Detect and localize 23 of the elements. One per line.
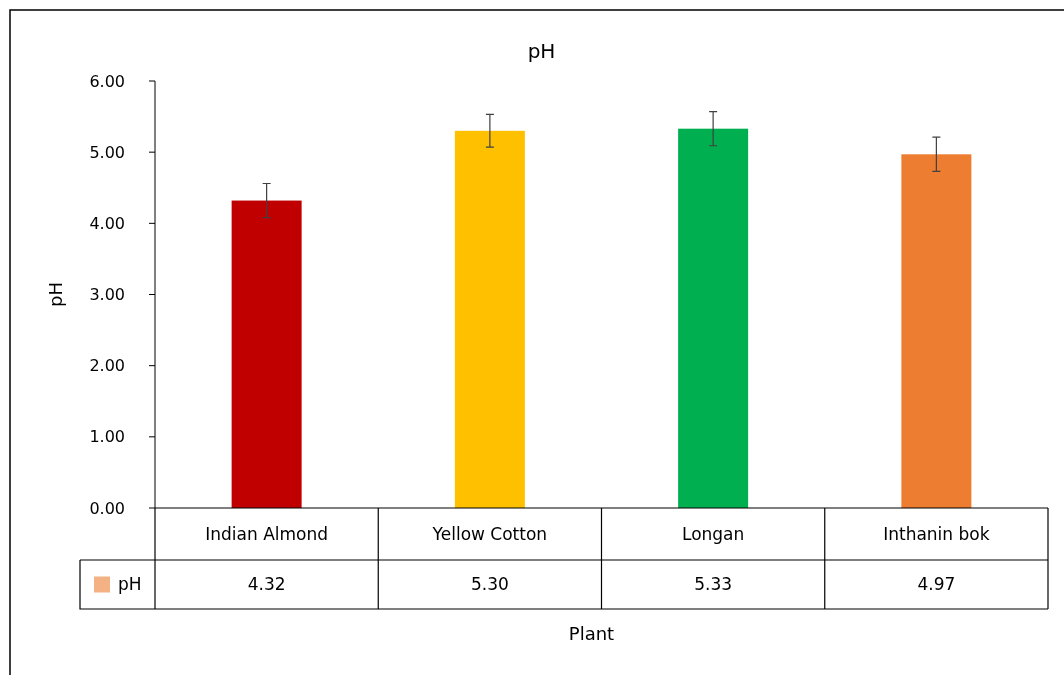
y-tick-label: 3.00 [89, 285, 125, 305]
bar [231, 200, 302, 508]
text: pH [118, 574, 142, 595]
bar [454, 130, 525, 508]
bar [678, 128, 749, 508]
bar [901, 154, 972, 508]
x-tick-label: Yellow Cotton [431, 523, 548, 544]
y-tick-label: 2.00 [89, 356, 125, 376]
x-tick-label: Indian Almond [205, 523, 329, 544]
x-axis-title: Plant [568, 623, 615, 644]
text: 5.33 [694, 574, 733, 595]
x-tick-label: Inthanin bok [883, 523, 990, 544]
y-tick-label: 4.00 [89, 213, 125, 233]
y-tick-label: 1.00 [89, 427, 125, 447]
y-axis-title: pH [45, 282, 66, 307]
x-tick-label: Longan [681, 523, 745, 544]
text: 5.30 [470, 574, 509, 595]
text: 4.97 [917, 574, 956, 595]
y-tick-label: 0.00 [89, 498, 125, 518]
y-tick-label: 6.00 [89, 71, 125, 91]
y-tick-label: 5.00 [89, 142, 125, 162]
text: 4.32 [247, 574, 286, 595]
chart-title: pH [527, 39, 556, 63]
